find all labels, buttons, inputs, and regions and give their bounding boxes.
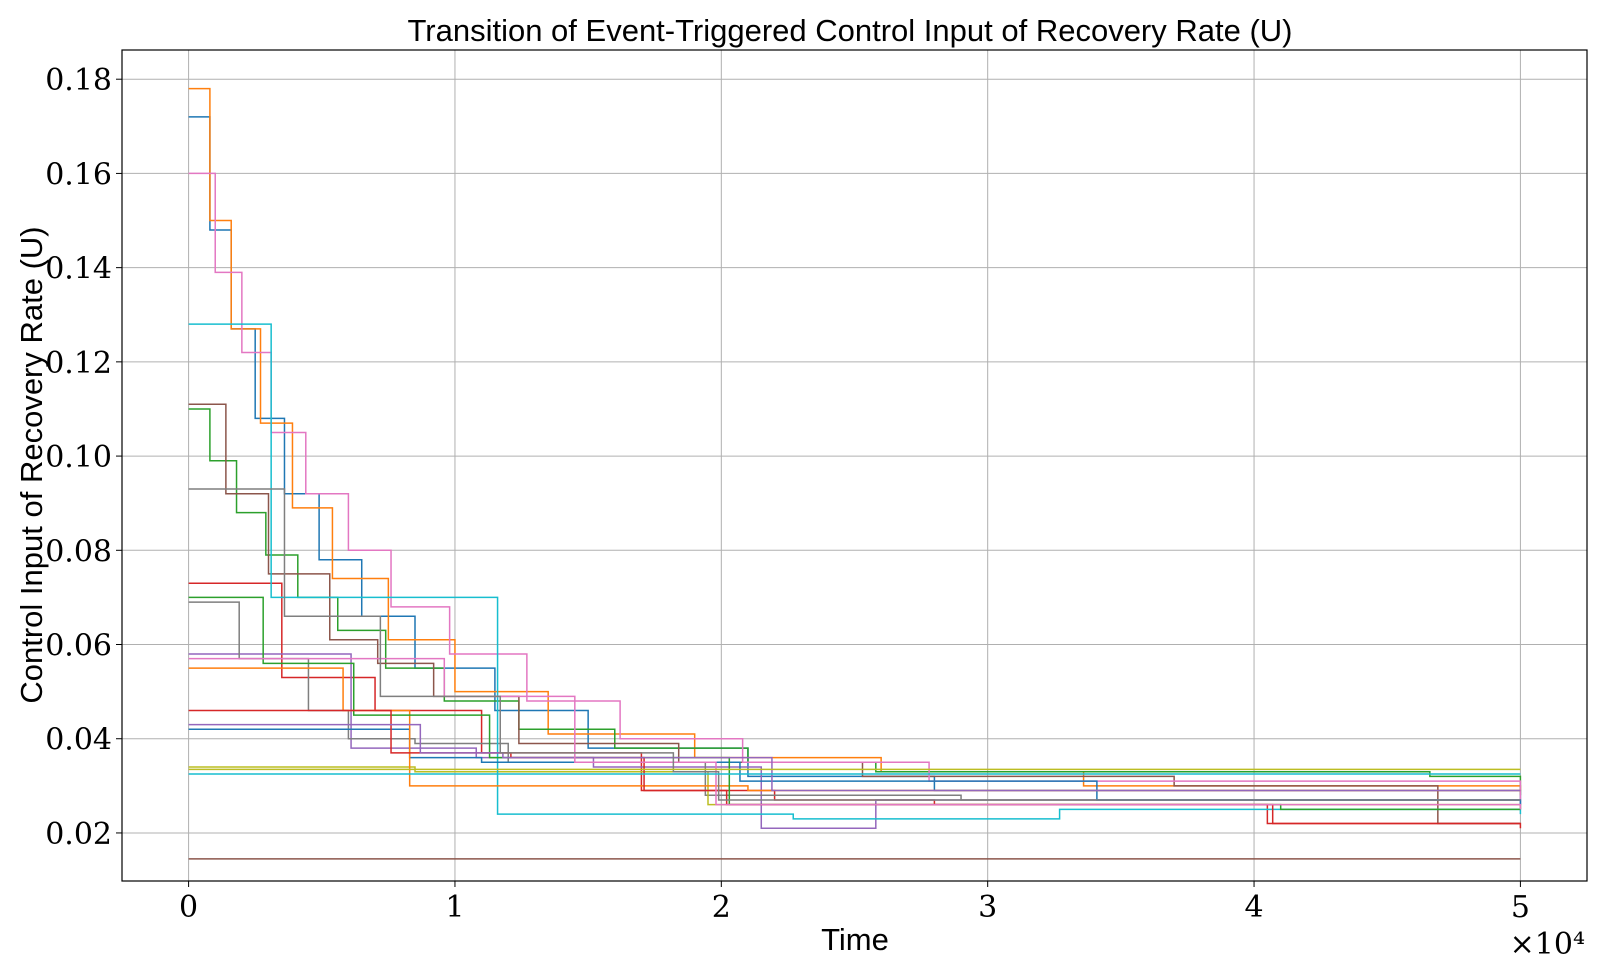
series-line-12 bbox=[188, 667, 1521, 792]
series-line-13 bbox=[188, 596, 1521, 811]
x-axis-ticks: 0 1 2 3 4 5 bbox=[179, 881, 1530, 925]
y-tick-label: 0.18 bbox=[45, 63, 112, 98]
y-tick-label: 0.08 bbox=[45, 534, 112, 569]
x-tick-label: 1 bbox=[445, 890, 464, 925]
plot-frame bbox=[121, 49, 1588, 882]
series-line-2 bbox=[188, 87, 1522, 791]
y-tick-label: 0.14 bbox=[45, 252, 112, 287]
x-tick-label: 2 bbox=[712, 890, 731, 925]
y-tick-label: 0.06 bbox=[45, 629, 112, 664]
y-tick-label: 0.12 bbox=[45, 346, 112, 381]
x-tick-label: 3 bbox=[978, 890, 997, 925]
series-line-7 bbox=[188, 172, 1522, 805]
y-tick-label: 0.16 bbox=[45, 157, 112, 192]
y-axis-ticks: 0.02 0.04 0.06 0.08 0.10 0.12 0.14 0.16 0.18 bbox=[45, 63, 122, 852]
gridlines bbox=[122, 50, 1587, 881]
x-tick-label: 0 bbox=[179, 890, 198, 925]
chart-title: Transition of Event-Triggered Control In… bbox=[407, 13, 1292, 48]
x-axis-multiplier: ×10⁴ bbox=[1510, 927, 1585, 962]
y-tick-label: 0.02 bbox=[45, 817, 112, 852]
y-tick-label: 0.10 bbox=[45, 440, 112, 475]
series-line-5 bbox=[188, 653, 1521, 829]
series-line-4 bbox=[188, 582, 1522, 829]
series-line-10 bbox=[188, 323, 1522, 820]
series-layer bbox=[188, 87, 1522, 860]
y-tick-label: 0.04 bbox=[45, 723, 112, 758]
x-axis-label: Time bbox=[821, 922, 889, 957]
series-line-18 bbox=[188, 488, 1521, 801]
series-line-1 bbox=[188, 116, 1522, 810]
series-line-17 bbox=[188, 657, 1522, 810]
y-axis-label: Control Input of Recovery Rate (U) bbox=[14, 226, 49, 703]
x-tick-label: 5 bbox=[1511, 890, 1530, 925]
x-tick-label: 4 bbox=[1244, 890, 1263, 925]
